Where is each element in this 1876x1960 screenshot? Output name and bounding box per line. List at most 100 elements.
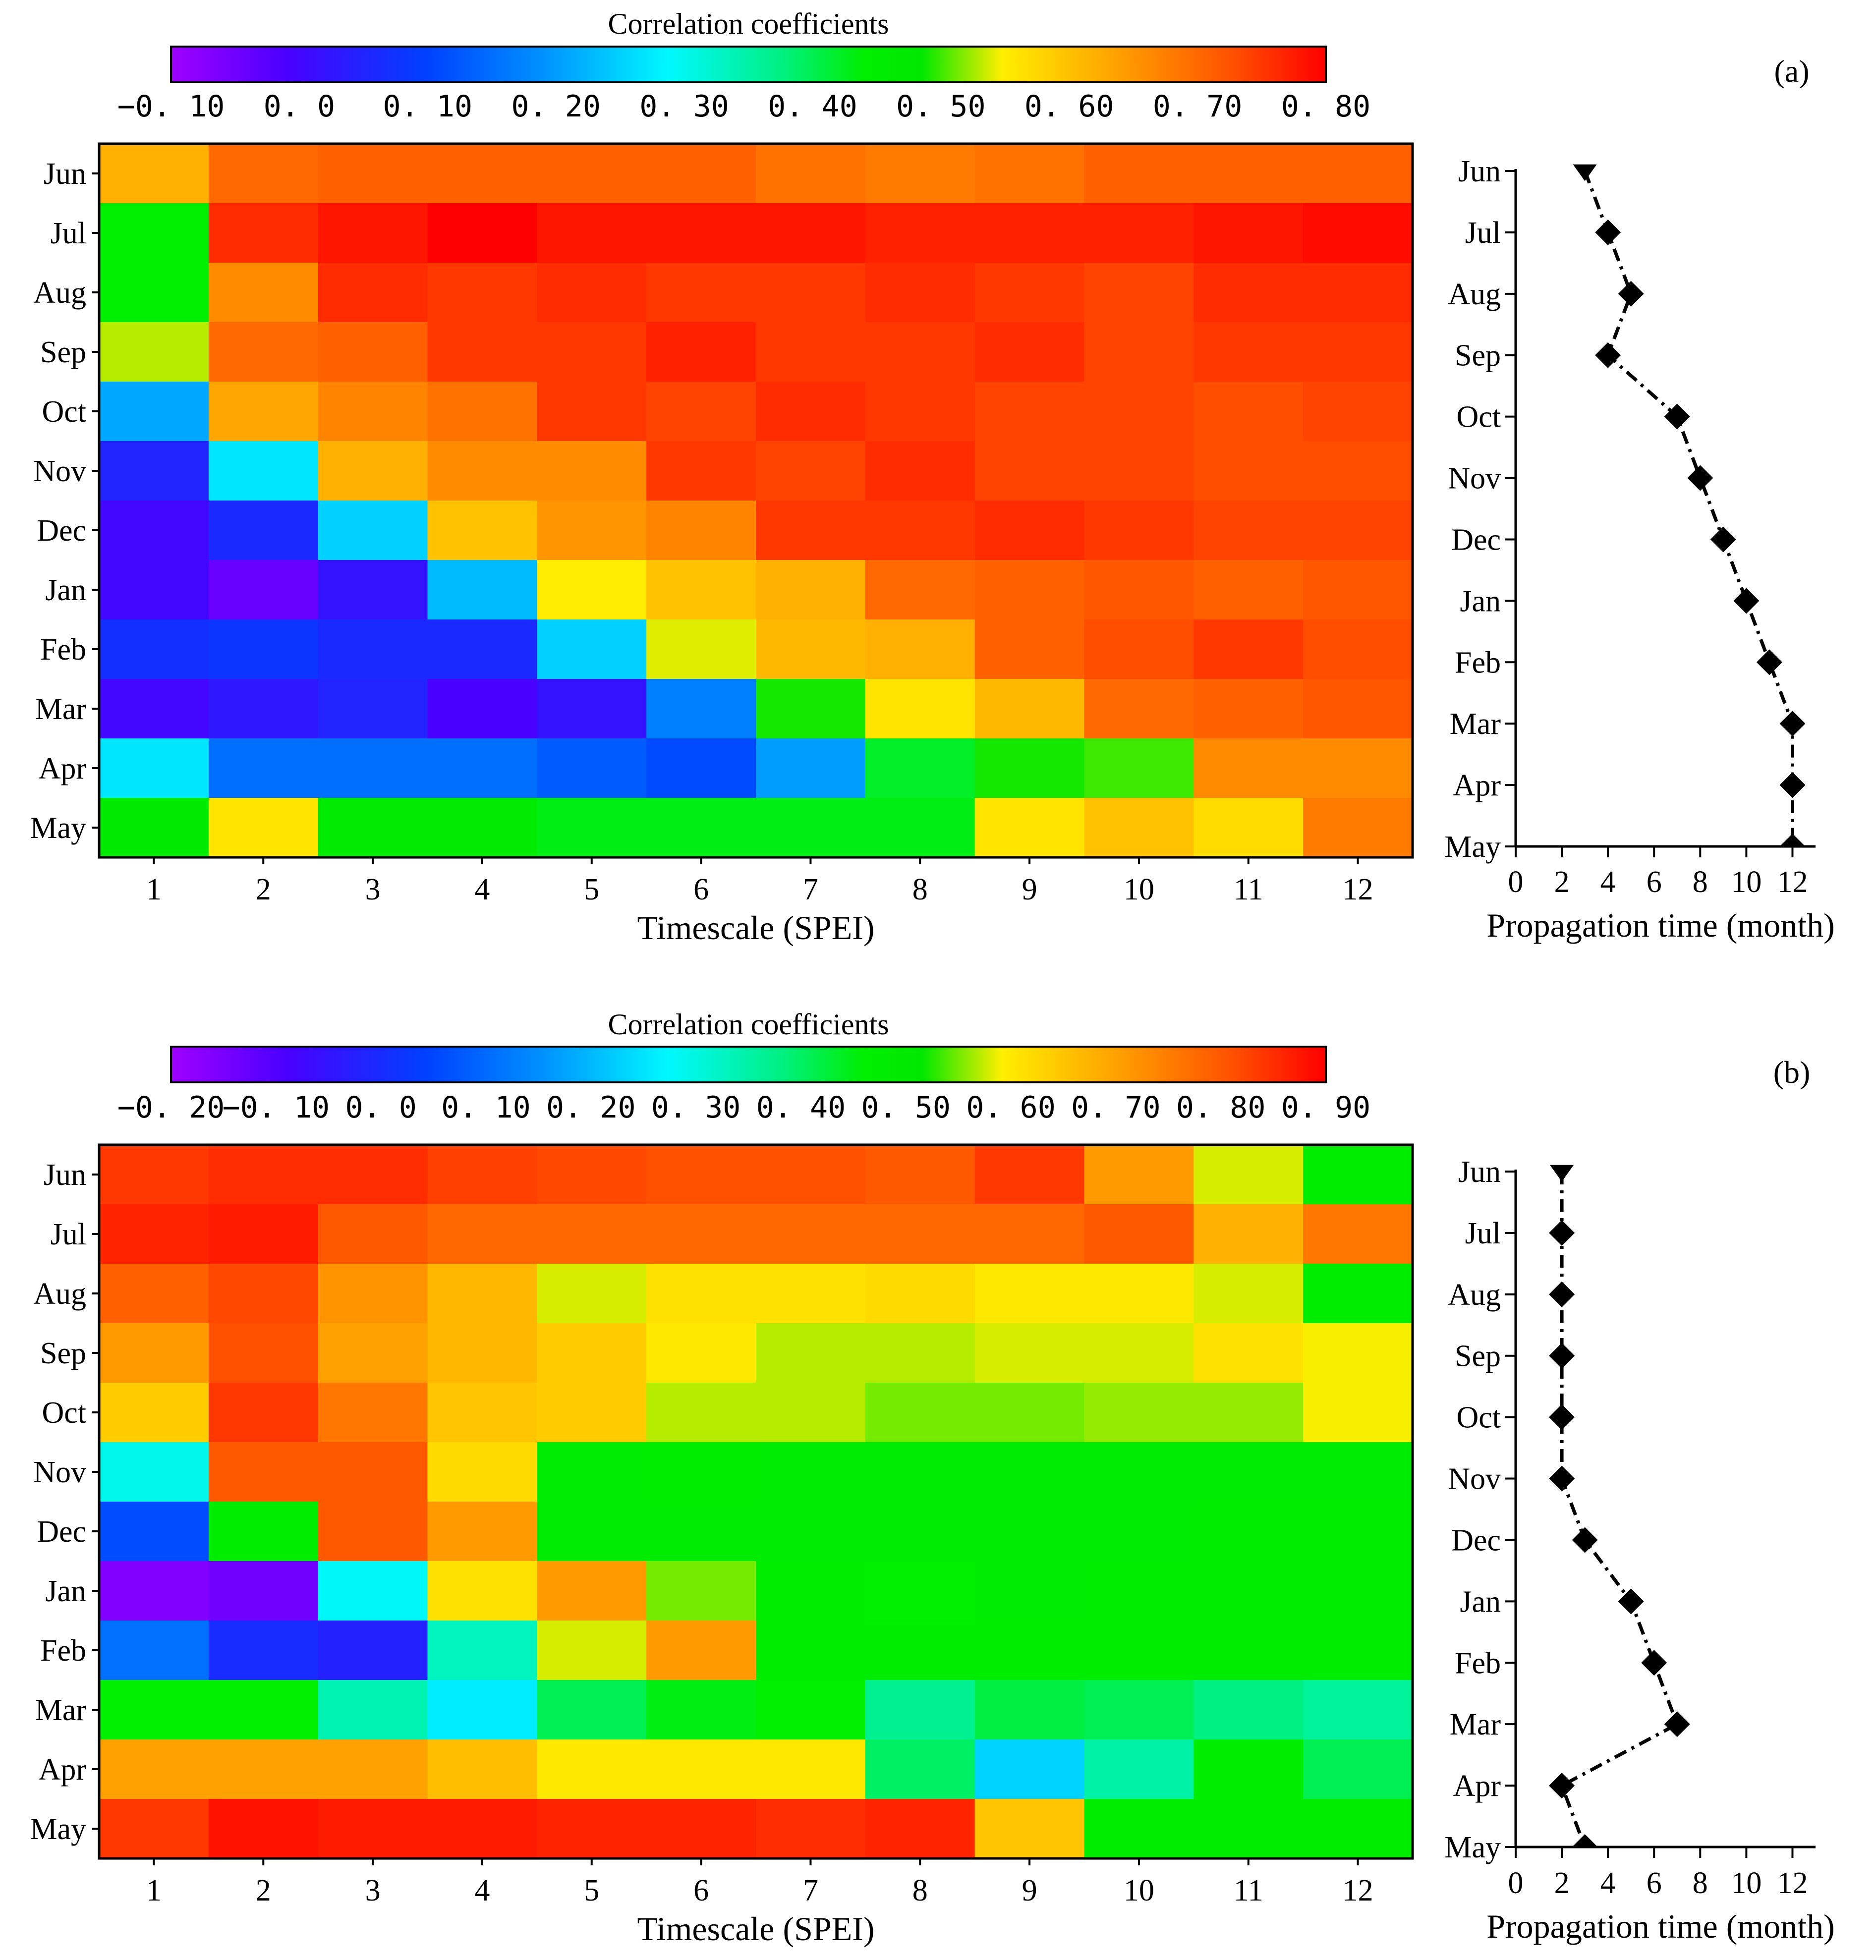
- heatmap-cell: [318, 1383, 428, 1443]
- heatmap-x-tick-label: 5: [584, 873, 599, 906]
- heatmap-cell: [974, 798, 1085, 858]
- propagation-point: [1549, 1220, 1575, 1246]
- heatmap-x-tick-label: 9: [1022, 1874, 1037, 1907]
- propagation-y-tick-label: Feb: [1455, 646, 1501, 679]
- heatmap-cell: [756, 1621, 866, 1680]
- heatmap-cell: [537, 501, 647, 560]
- heatmap-cell: [1194, 619, 1304, 679]
- heatmap-y-tick-label: Aug: [33, 1277, 86, 1311]
- heatmap-cell: [99, 738, 209, 798]
- heatmap-cell: [1194, 1680, 1304, 1740]
- colorbar-tick-label: −0. 20: [117, 1090, 225, 1125]
- heatmap-cell: [1194, 738, 1304, 798]
- heatmap-y-tick-label: Mar: [35, 1693, 87, 1727]
- heatmap-cell: [208, 1621, 319, 1680]
- heatmap-cell: [974, 1145, 1085, 1205]
- heatmap-cell: [537, 1502, 647, 1562]
- heatmap-cell: [974, 501, 1085, 560]
- heatmap-cell: [756, 1383, 866, 1443]
- heatmap-x-tick-label: 7: [803, 873, 818, 906]
- heatmap-cell: [318, 322, 428, 382]
- heatmap-cell: [99, 144, 209, 204]
- heatmap-cell: [756, 263, 866, 323]
- heatmap-cell: [756, 1323, 866, 1383]
- heatmap-cell: [1303, 322, 1413, 382]
- heatmap-cell: [1084, 322, 1194, 382]
- heatmap-cell: [99, 263, 209, 323]
- heatmap-cell: [318, 1502, 428, 1562]
- heatmap-x-tick-label: 6: [693, 1874, 709, 1907]
- heatmap-cell: [1084, 1145, 1194, 1205]
- heatmap-cell: [318, 1739, 428, 1799]
- propagation-y-tick-label: Jun: [1458, 155, 1501, 188]
- heatmap-cell: [756, 1204, 866, 1264]
- heatmap-cell: [974, 679, 1085, 739]
- heatmap-y-tick-label: May: [30, 811, 86, 845]
- heatmap-cell: [1084, 382, 1194, 442]
- propagation-point: [1549, 1343, 1575, 1369]
- propagation-point: [1664, 403, 1690, 430]
- heatmap-cell: [646, 798, 756, 858]
- propagation-y-tick-label: Sep: [1455, 339, 1501, 373]
- heatmap-x-tick-label: 10: [1124, 1874, 1154, 1907]
- heatmap-cell: [646, 1502, 756, 1562]
- heatmap-cell: [865, 619, 975, 679]
- heatmap-cell: [756, 1561, 866, 1621]
- propagation-y-tick-label: Nov: [1448, 462, 1501, 496]
- heatmap-cell: [646, 1561, 756, 1621]
- heatmap-cell: [865, 1561, 975, 1621]
- heatmap-cell: [646, 1264, 756, 1324]
- heatmap-cell: [318, 679, 428, 739]
- propagation-point: [1618, 1588, 1644, 1615]
- propagation-point: [1549, 1404, 1575, 1430]
- heatmap-cell: [1194, 1621, 1304, 1680]
- heatmap-x-tick-label: 1: [146, 873, 162, 906]
- propagation-y-tick-label: Oct: [1456, 1401, 1501, 1435]
- heatmap-cell: [865, 1204, 975, 1264]
- heatmap-cell: [318, 1561, 428, 1621]
- colorbar-tick-label: 0. 60: [966, 1090, 1056, 1125]
- heatmap-cell: [99, 1323, 209, 1383]
- heatmap-cell: [208, 1502, 319, 1562]
- propagation-y-tick-label: May: [1444, 830, 1501, 864]
- heatmap-cell: [974, 203, 1085, 263]
- heatmap-cell: [427, 679, 537, 739]
- heatmap-cell: [1194, 1739, 1304, 1799]
- heatmap-cell: [974, 441, 1085, 501]
- heatmap-cell: [1194, 1204, 1304, 1264]
- colorbar-tick-label: 0. 40: [768, 89, 857, 124]
- heatmap-cell: [646, 263, 756, 323]
- colorbar-tick-label: 0. 80: [1281, 89, 1371, 124]
- heatmap-cell: [1303, 679, 1413, 739]
- heatmap-cell: [1194, 798, 1304, 858]
- heatmap-cell: [865, 501, 975, 560]
- heatmap-x-tick-label: 5: [584, 1874, 599, 1907]
- propagation-x-tick-label: 12: [1777, 1866, 1808, 1900]
- heatmap-frame: [98, 1143, 1414, 1860]
- heatmap-cell: [646, 144, 756, 204]
- heatmap-cell: [756, 144, 866, 204]
- heatmap-cell: [1084, 1502, 1194, 1562]
- heatmap-cell: [427, 1323, 537, 1383]
- heatmap-cell: [208, 441, 319, 501]
- heatmap-cell: [318, 1442, 428, 1502]
- heatmap-cell: [537, 1561, 647, 1621]
- propagation-point: [1687, 465, 1713, 491]
- colorbar-title: Correlation coefficients: [608, 1008, 889, 1041]
- heatmap-y-tick-label: Jun: [44, 157, 86, 191]
- heatmap-cell: [1303, 1204, 1413, 1264]
- colorbar-tick-label: 0. 30: [639, 89, 729, 124]
- heatmap-cell: [1084, 144, 1194, 204]
- heatmap-cell: [99, 382, 209, 442]
- heatmap-cell: [865, 203, 975, 263]
- heatmap-cell: [1084, 1323, 1194, 1383]
- heatmap-cell: [208, 1442, 319, 1502]
- heatmap-cell: [537, 1442, 647, 1502]
- heatmap-cell: [427, 263, 537, 323]
- heatmap-cell: [99, 1561, 209, 1621]
- heatmap-cell: [318, 560, 428, 620]
- heatmap-cell: [1194, 382, 1304, 442]
- propagation-point: [1641, 1650, 1667, 1676]
- heatmap-cell: [99, 798, 209, 858]
